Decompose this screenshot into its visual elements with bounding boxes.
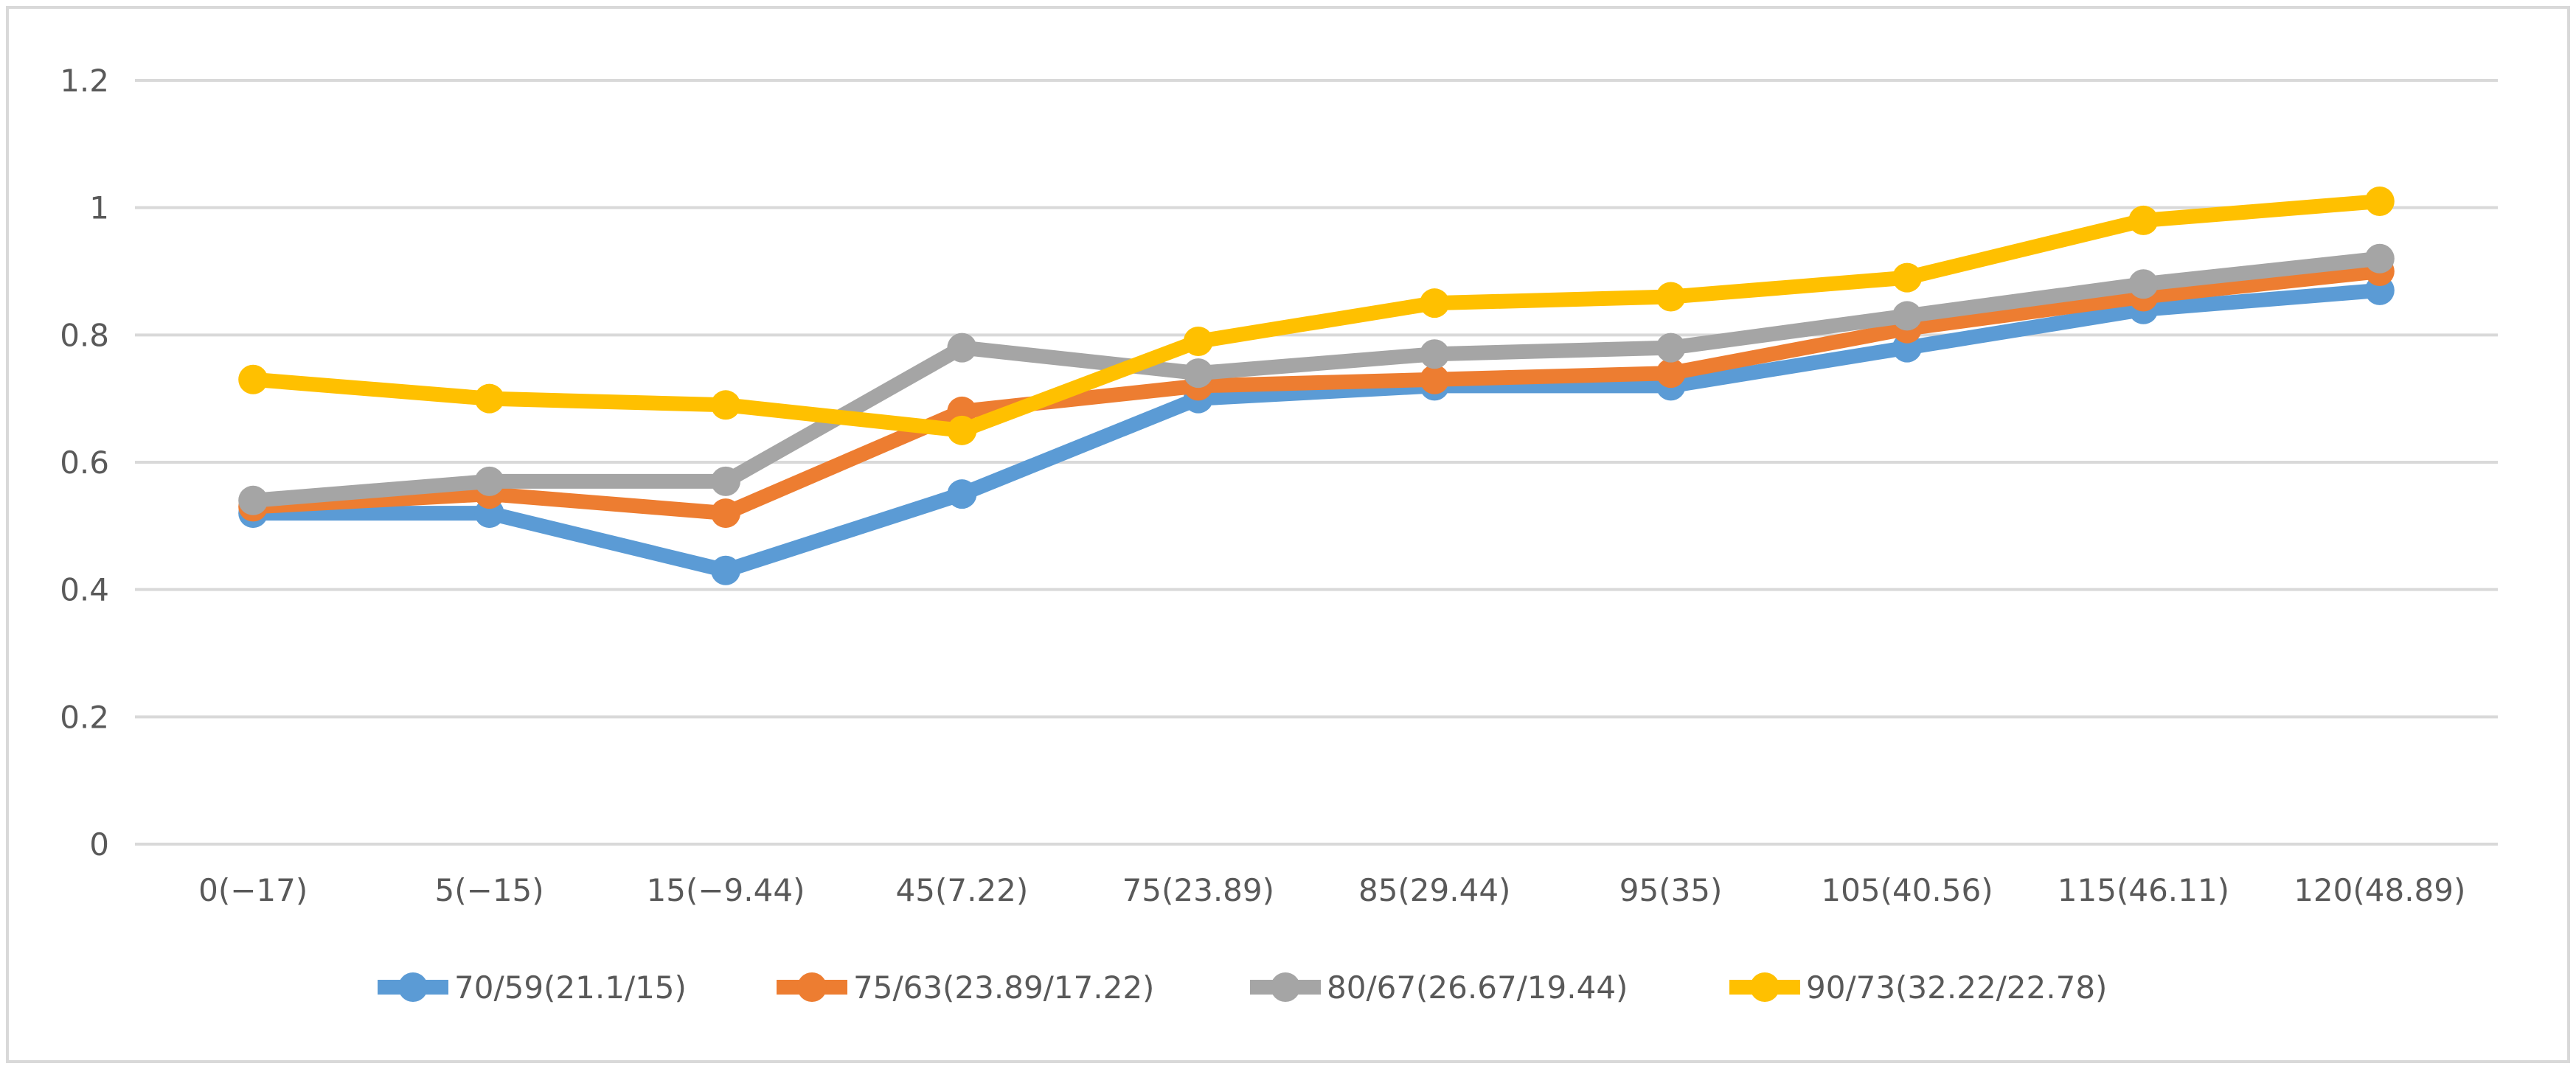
y-tick-label: 1.2 — [60, 63, 109, 99]
data-point — [1183, 358, 1213, 389]
x-tick-label: 0(−17) — [198, 872, 308, 908]
x-tick-label: 115(46.11) — [2058, 872, 2229, 908]
series-line — [252, 194, 2381, 438]
y-tick-label: 0 — [89, 826, 109, 863]
data-point — [947, 332, 977, 363]
data-point — [1420, 364, 1450, 394]
data-point — [947, 479, 977, 509]
data-point — [2364, 243, 2395, 274]
legend-label: 70/59(21.1/15) — [454, 969, 687, 1006]
data-point — [2364, 187, 2395, 217]
x-tick-label: 95(35) — [1619, 872, 1723, 908]
x-tick-label: 75(23.89) — [1122, 872, 1274, 908]
x-tick-label: 15(−9.44) — [647, 872, 805, 908]
legend-swatch-marker — [797, 972, 827, 1002]
chart-border — [6, 6, 2570, 1063]
x-tick-label: 120(48.89) — [2294, 872, 2465, 908]
data-point — [474, 383, 504, 414]
y-tick-label: 0.6 — [60, 445, 109, 481]
y-tick-label: 0.4 — [60, 572, 109, 608]
legend-label: 80/67(26.67/19.44) — [1327, 969, 1628, 1006]
data-point — [1656, 358, 1686, 389]
data-point — [474, 466, 504, 496]
series-line — [252, 264, 2381, 521]
legend-swatch-marker — [1750, 972, 1780, 1002]
data-point — [1892, 301, 1922, 331]
series-4 — [238, 187, 2395, 445]
legend-label: 90/73(32.22/22.78) — [1806, 969, 2107, 1006]
x-tick-label: 5(−15) — [435, 872, 544, 908]
series-line — [252, 251, 2381, 508]
y-tick-label: 0.8 — [60, 317, 109, 353]
x-tick-label: 45(7.22) — [896, 872, 1029, 908]
data-point — [2128, 205, 2159, 235]
data-point — [711, 466, 740, 496]
data-point — [238, 364, 268, 394]
data-point — [1420, 288, 1450, 318]
legend-item: 80/67(26.67/19.44) — [1250, 969, 1628, 1006]
data-point — [238, 485, 268, 515]
data-point — [711, 555, 740, 585]
legend-label: 75/63(23.89/17.22) — [853, 969, 1154, 1006]
legend-item: 75/63(23.89/17.22) — [777, 969, 1154, 1006]
data-point — [711, 390, 740, 420]
y-tick-label: 1 — [89, 190, 109, 226]
legend-item: 90/73(32.22/22.78) — [1729, 969, 2107, 1006]
series-3 — [238, 243, 2395, 515]
data-point — [711, 498, 740, 529]
data-point — [1892, 262, 1922, 293]
data-point — [1183, 326, 1213, 356]
data-point — [947, 415, 977, 445]
legend-swatch-marker — [1271, 972, 1300, 1002]
data-point — [1656, 332, 1686, 363]
x-tick-label: 85(29.44) — [1358, 872, 1510, 908]
legend-swatch-marker — [398, 972, 428, 1002]
data-point — [1420, 339, 1450, 369]
data-point — [2128, 269, 2159, 299]
y-tick-label: 0.2 — [60, 699, 109, 735]
legend-item: 70/59(21.1/15) — [378, 969, 687, 1006]
data-point — [1656, 282, 1686, 312]
series-line — [253, 282, 2381, 578]
x-tick-label: 105(40.56) — [1821, 872, 1993, 908]
